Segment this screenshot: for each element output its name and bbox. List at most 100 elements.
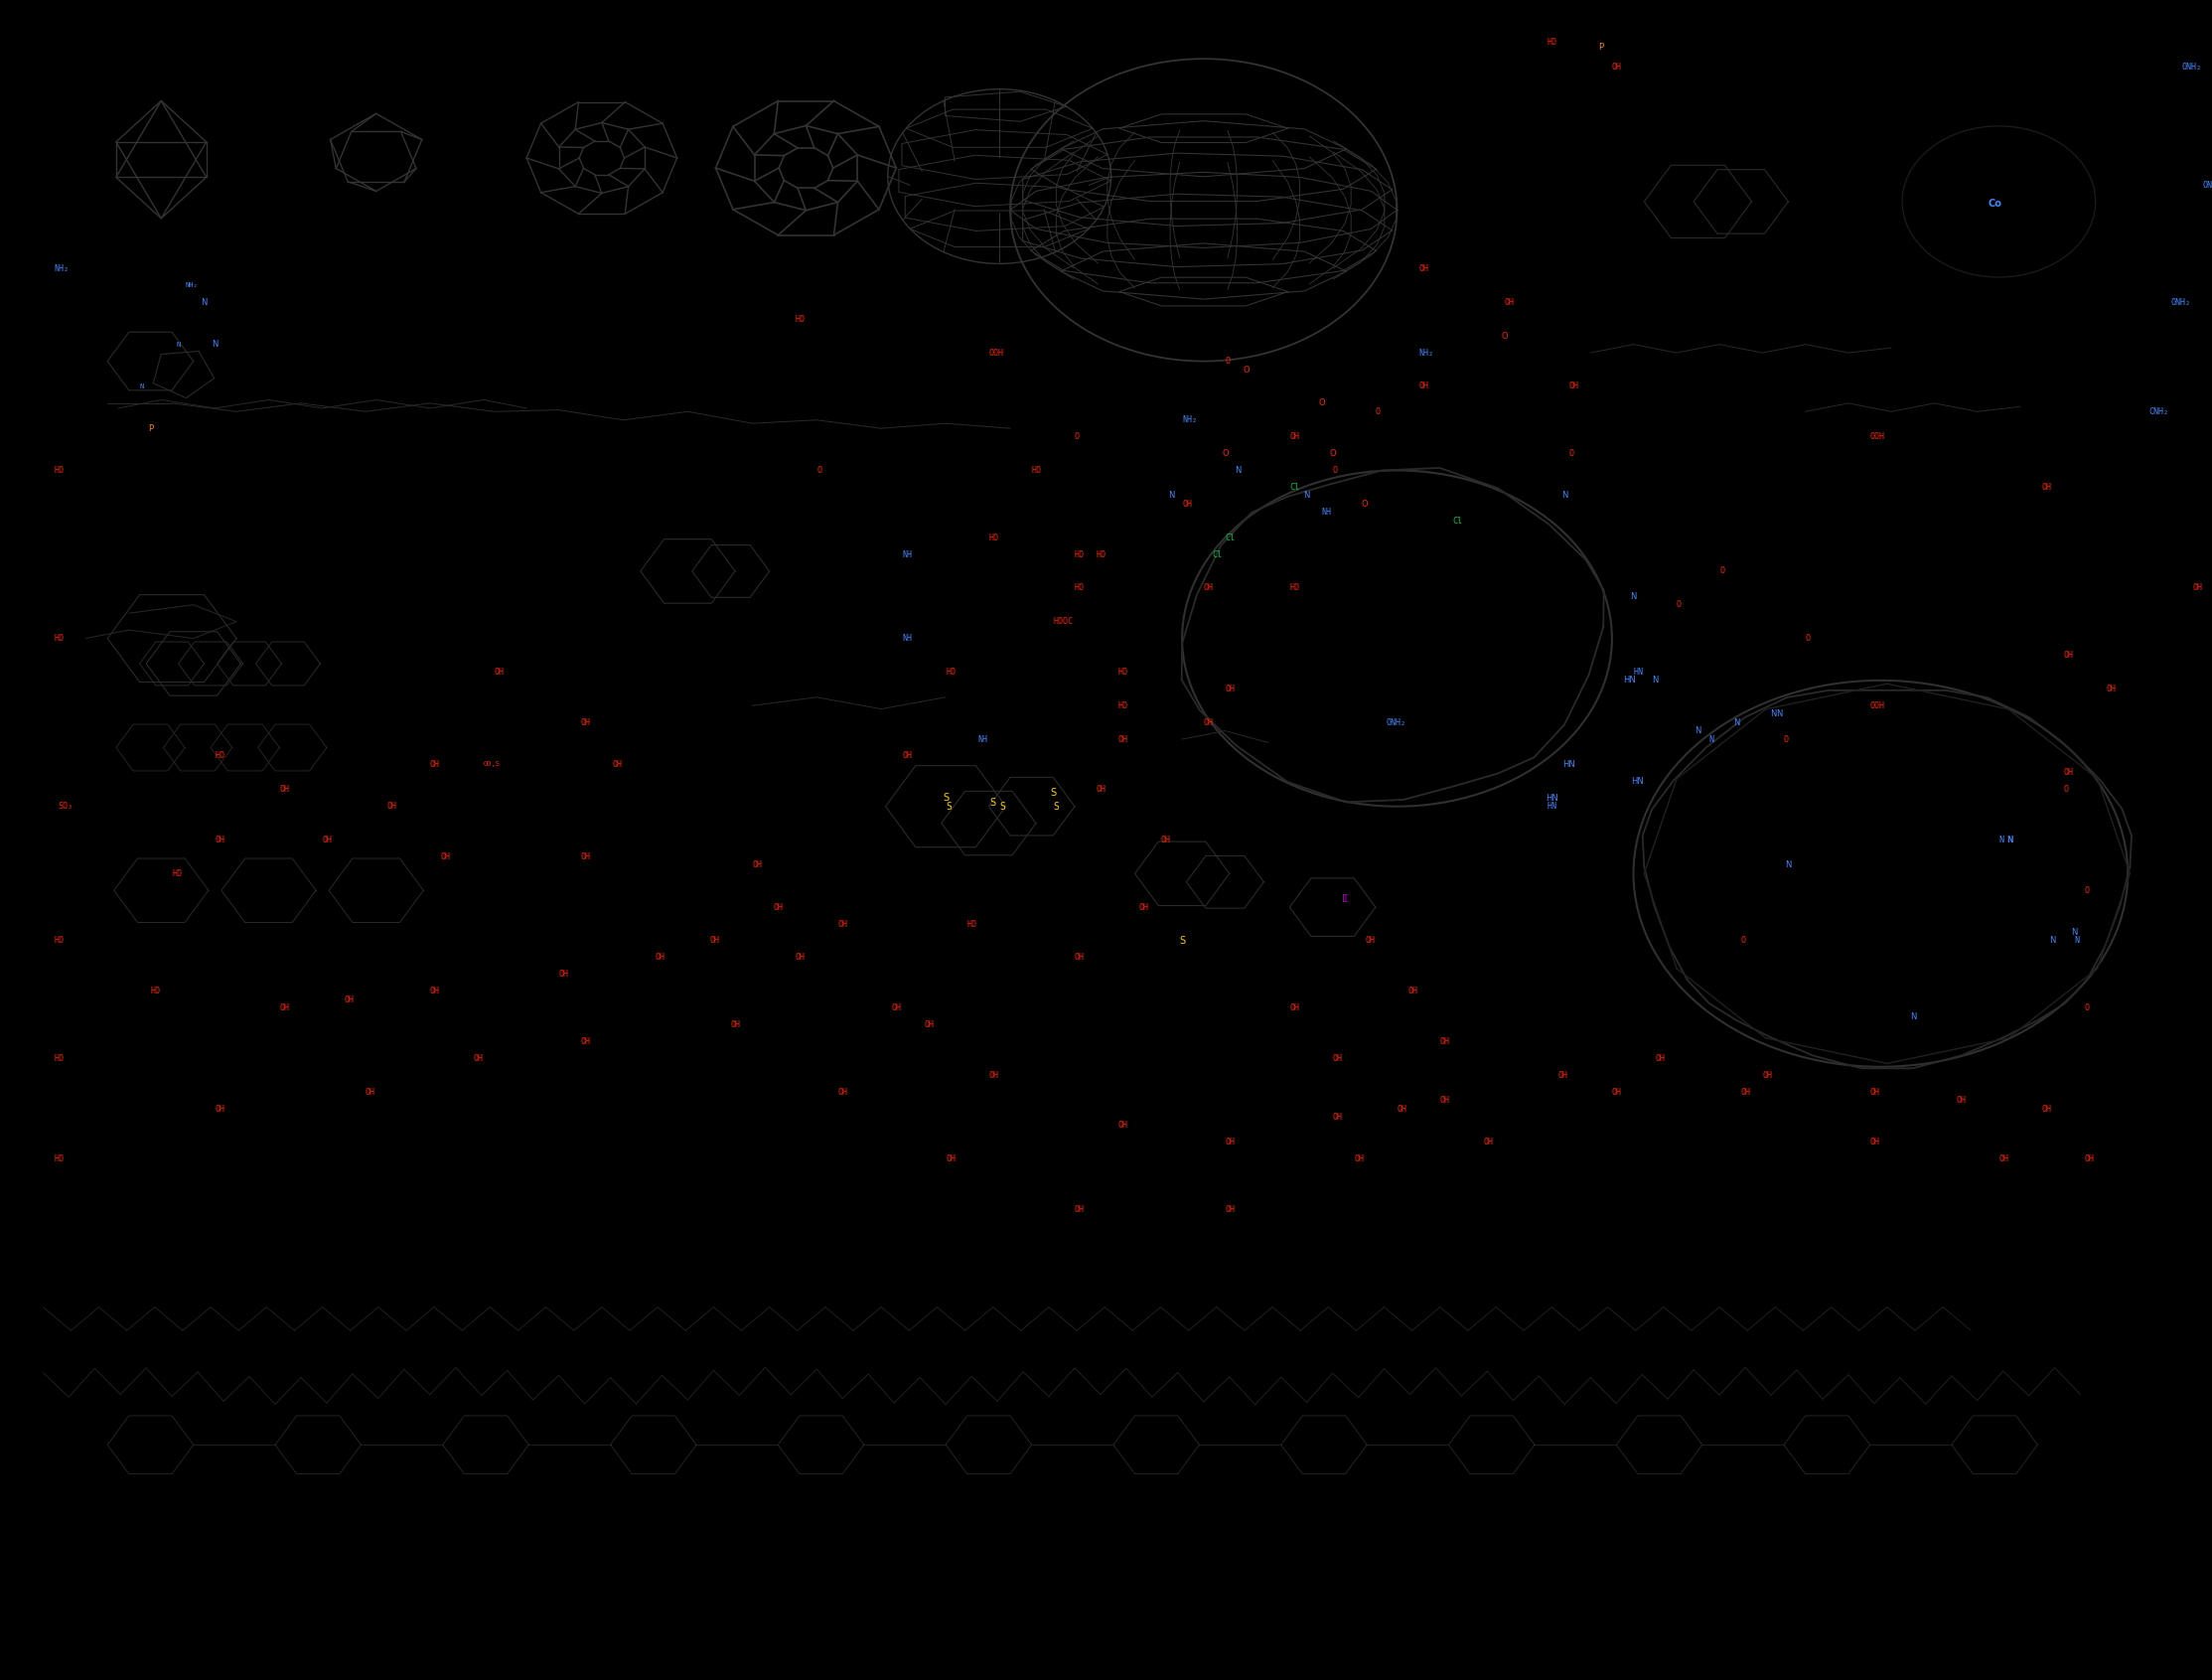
Text: OH: OH	[323, 835, 332, 845]
Text: OH: OH	[1139, 902, 1148, 912]
Text: OH: OH	[2064, 768, 2073, 778]
Text: N: N	[1303, 491, 1310, 501]
Text: O: O	[1568, 449, 1575, 459]
Text: N: N	[1785, 860, 1792, 870]
Text: OH: OH	[1097, 785, 1106, 795]
Text: HO: HO	[53, 633, 64, 643]
Text: OH: OH	[655, 953, 666, 963]
Text: OH: OH	[1290, 1003, 1298, 1013]
Text: O: O	[1741, 936, 1745, 946]
Text: OH: OH	[1161, 835, 1170, 845]
Text: OO,S: OO,S	[484, 761, 500, 768]
Text: Cl: Cl	[1212, 549, 1221, 559]
Text: HO: HO	[53, 465, 64, 475]
Text: OH: OH	[1225, 1137, 1234, 1147]
Text: HN: HN	[1562, 759, 1575, 769]
Text: OH: OH	[440, 852, 451, 862]
Text: OH: OH	[1440, 1095, 1449, 1105]
Text: N: N	[1168, 491, 1175, 501]
Text: OH: OH	[1225, 1205, 1234, 1215]
Text: OH: OH	[774, 902, 783, 912]
Text: NH: NH	[902, 549, 914, 559]
Text: OH: OH	[279, 1003, 290, 1013]
Text: OH: OH	[473, 1053, 482, 1063]
Text: OH: OH	[796, 953, 805, 963]
Text: HO: HO	[53, 1053, 64, 1063]
Text: OH: OH	[1418, 264, 1429, 274]
Text: OH: OH	[1613, 1087, 1621, 1097]
Text: OH: OH	[279, 785, 290, 795]
Text: N: N	[1694, 726, 1701, 736]
Text: OH: OH	[560, 969, 568, 979]
Text: O: O	[1376, 407, 1380, 417]
Text: OH: OH	[2042, 1104, 2053, 1114]
Text: OH: OH	[613, 759, 622, 769]
Text: OH: OH	[2064, 650, 2073, 660]
Text: ONH₂: ONH₂	[2181, 62, 2201, 72]
Text: ONH₂: ONH₂	[2203, 180, 2212, 190]
Text: OH: OH	[1332, 1112, 1343, 1122]
Text: NH₂: NH₂	[1181, 415, 1197, 425]
Text: O: O	[1332, 465, 1338, 475]
Text: O: O	[2064, 785, 2068, 795]
Text: HO: HO	[53, 936, 64, 946]
Text: HO: HO	[173, 869, 181, 879]
Text: N: N	[2070, 927, 2077, 937]
Text: OH: OH	[989, 1070, 998, 1080]
Text: HN: HN	[1548, 801, 1557, 811]
Text: O: O	[816, 465, 821, 475]
Text: O: O	[1225, 356, 1230, 366]
Text: HN: HN	[1546, 793, 1557, 803]
Text: OH: OH	[429, 759, 440, 769]
Text: HO: HO	[796, 314, 805, 324]
Text: N: N	[1909, 1011, 1916, 1021]
Text: S: S	[947, 801, 951, 811]
Text: Co: Co	[1989, 198, 2002, 208]
Text: HO: HO	[1117, 667, 1128, 677]
Text: HO: HO	[150, 986, 161, 996]
Text: I: I	[1343, 894, 1345, 904]
Text: HO: HO	[1117, 701, 1128, 711]
Text: OH: OH	[343, 995, 354, 1005]
Text: Cl: Cl	[1290, 482, 1298, 492]
Text: NH₂: NH₂	[53, 264, 69, 274]
Text: O: O	[2084, 1003, 2090, 1013]
Text: HO: HO	[967, 919, 978, 929]
Text: OH: OH	[891, 1003, 902, 1013]
Text: OH: OH	[947, 1154, 956, 1164]
Text: OH: OH	[215, 1104, 226, 1114]
Text: O: O	[1783, 734, 1790, 744]
Text: OH: OH	[1869, 1087, 1880, 1097]
Text: O: O	[1805, 633, 1809, 643]
Text: OH: OH	[1655, 1053, 1666, 1063]
Text: OH: OH	[215, 835, 226, 845]
Text: OH: OH	[838, 919, 847, 929]
Text: O: O	[1719, 566, 1725, 576]
Text: OH: OH	[1332, 1053, 1343, 1063]
Text: OH: OH	[925, 1020, 933, 1030]
Text: N: N	[2006, 835, 2013, 845]
Text: OOH: OOH	[989, 348, 1004, 358]
Text: OH: OH	[1557, 1070, 1568, 1080]
Text: HO: HO	[1290, 583, 1298, 593]
Text: N: N	[2048, 936, 2055, 946]
Text: HO: HO	[989, 533, 998, 543]
Text: OH: OH	[752, 860, 763, 870]
Text: N: N	[1630, 591, 1637, 601]
Text: HO: HO	[1548, 37, 1557, 47]
Text: N: N	[201, 297, 208, 307]
Text: HO: HO	[53, 1154, 64, 1164]
Text: OH: OH	[365, 1087, 376, 1097]
Text: NH: NH	[1323, 507, 1332, 517]
Text: HO: HO	[1075, 583, 1084, 593]
Text: OH: OH	[1407, 986, 1418, 996]
Text: OH: OH	[2106, 684, 2117, 694]
Text: NH: NH	[902, 633, 914, 643]
Text: N: N	[1708, 734, 1714, 744]
Text: HN: HN	[1624, 675, 1635, 685]
Text: OH: OH	[1354, 1154, 1365, 1164]
Text: OH: OH	[1365, 936, 1374, 946]
Text: N: N	[212, 339, 219, 349]
Text: N: N	[1234, 465, 1241, 475]
Text: OH: OH	[710, 936, 719, 946]
